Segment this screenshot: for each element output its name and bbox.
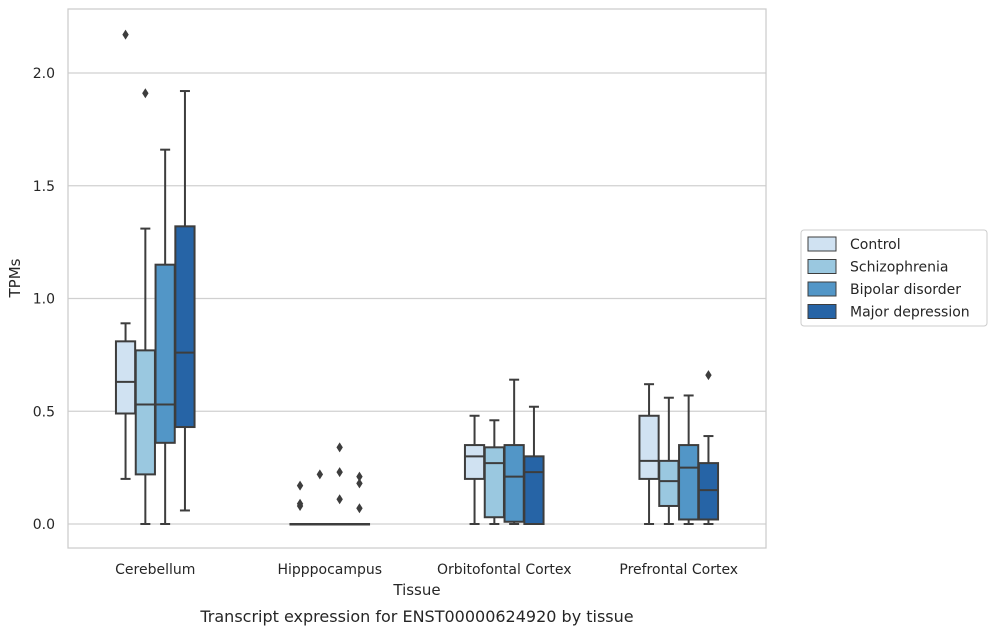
- box: [638, 383, 660, 525]
- legend-swatch: [807, 236, 837, 252]
- y-tick-label: 1.5: [33, 179, 55, 195]
- box: [463, 414, 486, 525]
- category-group: [114, 29, 196, 525]
- plot-area-frame: [67, 8, 767, 549]
- outlier-point: [142, 88, 149, 99]
- legend-swatch: [807, 281, 837, 297]
- box: [483, 419, 505, 525]
- box-series: [114, 29, 720, 526]
- box: [114, 29, 137, 480]
- legend-label: Bipolar disorder: [850, 282, 961, 298]
- y-axis-label: TPMs: [6, 258, 24, 298]
- category-group: [638, 370, 720, 525]
- box: [154, 148, 176, 525]
- x-tick-label: Hipppocampus: [277, 562, 382, 578]
- legend-label: Schizophrenia: [850, 260, 948, 276]
- legend: Control Schizophrenia Bipolar disorder Majo…: [800, 229, 988, 327]
- outlier-point: [122, 29, 129, 40]
- box-body: [678, 444, 700, 521]
- outlier-point: [356, 471, 363, 482]
- box-body: [154, 263, 176, 444]
- category-group: [463, 378, 545, 526]
- box: [289, 480, 311, 526]
- box: [348, 471, 371, 526]
- legend-frame: [800, 229, 988, 327]
- box-body: [503, 444, 525, 523]
- y-axis-ticks: 0.0 0.5 1.0 1.5 2.0: [33, 66, 55, 533]
- box: [503, 378, 525, 525]
- box-body: [174, 225, 196, 429]
- box-body: [697, 462, 720, 521]
- box: [658, 396, 680, 525]
- box: [134, 88, 156, 525]
- box-body: [114, 340, 137, 415]
- y-tick-label: 2.0: [33, 66, 55, 82]
- x-tick-label: Orbitofontal Cortex: [437, 562, 572, 578]
- outlier-point: [336, 442, 343, 453]
- x-tick-label: Prefrontal Cortex: [619, 562, 738, 578]
- outlier-point: [356, 503, 363, 514]
- outlier-point: [316, 469, 324, 480]
- outlier-point: [336, 467, 343, 478]
- y-tick-label: 0.5: [33, 404, 55, 420]
- legend-swatch: [807, 304, 837, 319]
- x-tick-label: Cerebellum: [115, 562, 195, 578]
- box: [174, 90, 196, 512]
- legend-label: Major depression: [850, 305, 970, 321]
- outlier-point: [296, 480, 304, 491]
- box-body: [523, 455, 545, 526]
- box-body: [658, 459, 680, 507]
- box: [523, 405, 545, 526]
- box: [678, 394, 700, 525]
- outlier-point: [296, 498, 304, 509]
- legend-label: Control: [850, 237, 901, 253]
- category-group: [289, 442, 371, 526]
- box: [697, 370, 720, 525]
- y-tick-label: 0.0: [33, 517, 55, 533]
- box-body: [638, 414, 660, 480]
- outlier-point: [336, 494, 343, 505]
- box: [329, 442, 351, 526]
- legend-swatch: [807, 259, 837, 274]
- y-tick-label: 1.0: [33, 292, 55, 308]
- x-axis-ticks: Cerebellum Hipppocampus Orbitofontal Corte…: [115, 562, 738, 578]
- box-body: [463, 444, 486, 480]
- x-axis-label: Tissue: [392, 581, 440, 599]
- outlier-point: [705, 370, 712, 381]
- box-body: [134, 349, 156, 476]
- box: [309, 469, 331, 526]
- chart-caption: Transcript expression for ENST0000062492…: [199, 607, 633, 626]
- outlier-point: [356, 478, 363, 489]
- box-body: [483, 446, 505, 519]
